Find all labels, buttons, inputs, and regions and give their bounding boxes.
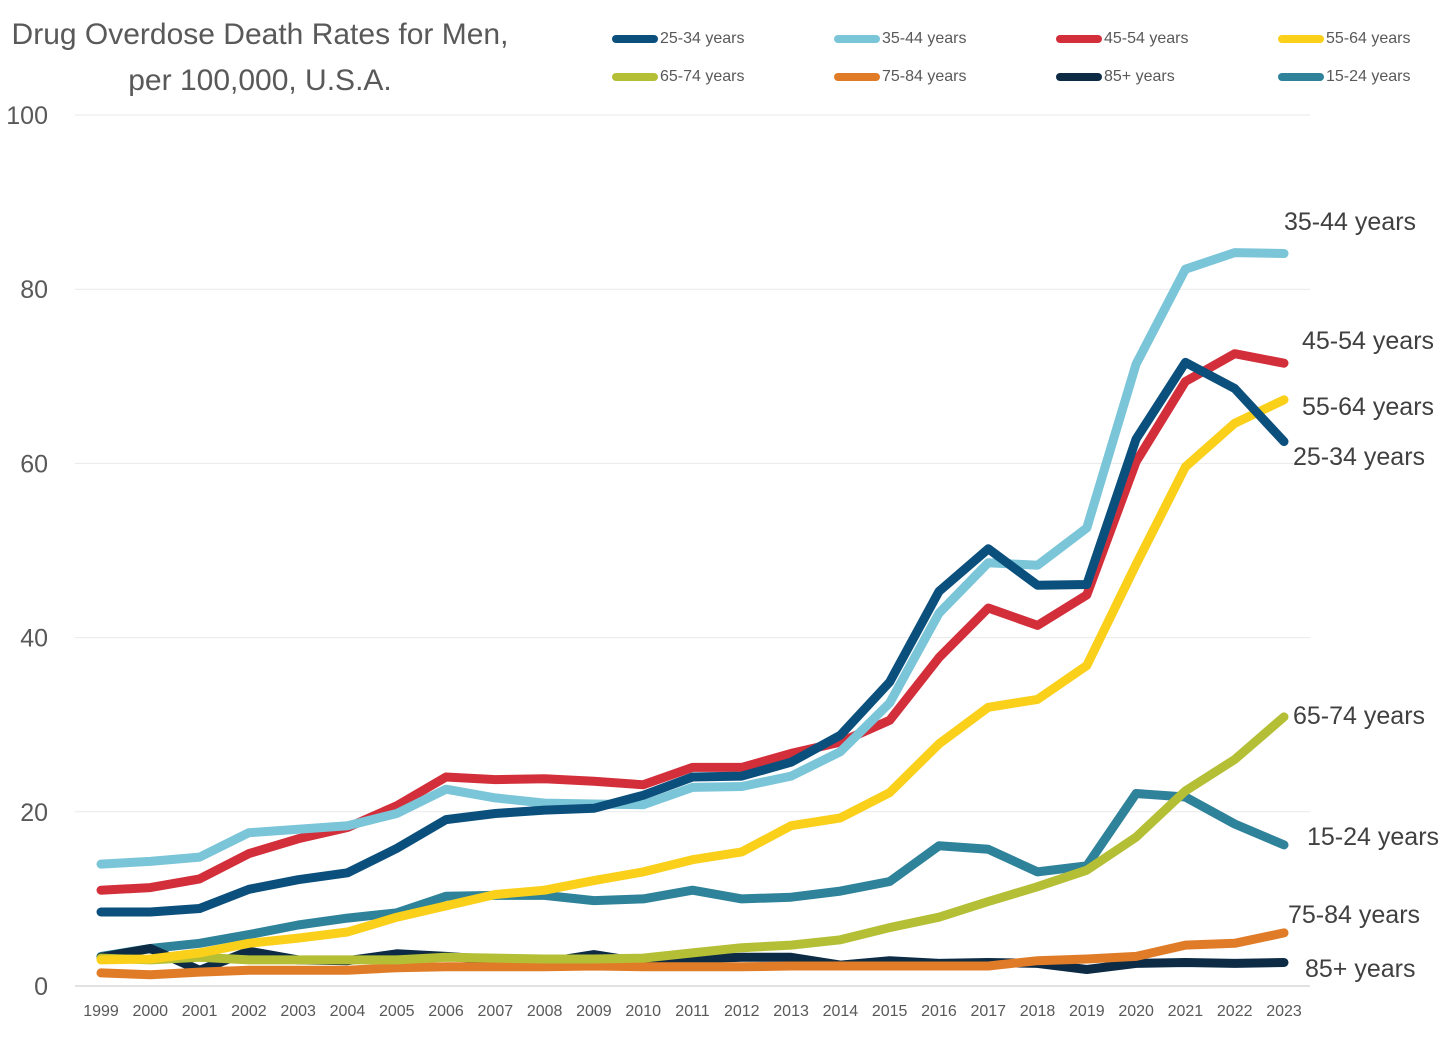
x-tick-label: 2000	[132, 1003, 168, 1020]
x-tick-label: 2020	[1118, 1003, 1154, 1020]
legend-item-25-34: 25-34 years	[612, 26, 745, 52]
x-tick-label: 2016	[921, 1003, 957, 1020]
series-line-35-44-years	[96, 248, 1289, 869]
legend-label: 55-64 years	[1326, 30, 1411, 47]
x-tick-label: 2018	[1020, 1003, 1056, 1020]
legend-swatch	[1278, 73, 1324, 81]
legend-swatch	[834, 35, 880, 43]
legend-label: 65-74 years	[660, 68, 745, 85]
legend-item-65-74: 65-74 years	[612, 64, 745, 90]
legend-swatch	[612, 35, 658, 43]
legend-item-35-44: 35-44 years	[834, 26, 967, 52]
x-tick-label: 2004	[330, 1003, 366, 1020]
legend-label: 75-84 years	[882, 68, 967, 85]
y-tick-label: 100	[6, 102, 48, 130]
series-line-65-74-years	[96, 712, 1289, 965]
y-tick-label: 0	[34, 973, 48, 1001]
series-line-75-84-years	[96, 928, 1289, 980]
x-tick-label: 2007	[478, 1003, 514, 1020]
x-tick-label: 2010	[625, 1003, 661, 1020]
x-tick-label: 2012	[724, 1003, 760, 1020]
series-end-label: 35-44 years	[1284, 208, 1416, 236]
y-tick-label: 20	[20, 799, 48, 827]
series-end-label: 55-64 years	[1302, 393, 1434, 421]
legend-item-45-54: 45-54 years	[1056, 26, 1189, 52]
x-tick-label: 2001	[182, 1003, 218, 1020]
y-tick-label: 80	[20, 276, 48, 304]
series-line-15-24-years	[96, 789, 1289, 961]
series-end-label: 45-54 years	[1302, 327, 1434, 355]
y-tick-label: 40	[20, 625, 48, 653]
series-line-25-34-years	[96, 357, 1289, 917]
x-tick-label: 2015	[872, 1003, 908, 1020]
chart-title: Drug Overdose Death Rates for Men, per 1…	[0, 12, 520, 104]
series-end-label: 15-24 years	[1307, 823, 1439, 851]
legend-label: 25-34 years	[660, 30, 745, 47]
legend-swatch	[612, 73, 658, 81]
legend-item-55-64: 55-64 years	[1278, 26, 1411, 52]
legend-swatch	[1056, 73, 1102, 81]
series-end-label: 25-34 years	[1293, 443, 1425, 471]
x-tick-label: 2017	[970, 1003, 1006, 1020]
chart-title-line-2: per 100,000, U.S.A.	[128, 64, 392, 97]
legend-label: 15-24 years	[1326, 68, 1411, 85]
legend-swatch	[834, 73, 880, 81]
x-tick-label: 2023	[1266, 1003, 1302, 1020]
x-tick-label: 2021	[1168, 1003, 1204, 1020]
x-tick-label: 2014	[823, 1003, 859, 1020]
legend-item-15-24: 15-24 years	[1278, 64, 1411, 90]
legend-item-75-84: 75-84 years	[834, 64, 967, 90]
series-line-55-64-years	[96, 395, 1289, 965]
series-end-label: 85+ years	[1305, 955, 1416, 983]
x-tick-label: 2008	[527, 1003, 563, 1020]
x-tick-label: 2005	[379, 1003, 415, 1020]
x-tick-label: 2009	[576, 1003, 612, 1020]
x-tick-label: 2003	[280, 1003, 316, 1020]
series-end-label: 65-74 years	[1293, 702, 1425, 730]
x-tick-label: 2022	[1217, 1003, 1253, 1020]
y-tick-label: 60	[20, 450, 48, 478]
x-tick-label: 1999	[83, 1003, 119, 1020]
x-tick-label: 2013	[773, 1003, 809, 1020]
series-end-label: 75-84 years	[1288, 901, 1420, 929]
series-line-45-54-years	[96, 349, 1289, 895]
legend-item-85-plus: 85+ years	[1056, 64, 1175, 90]
chart-title-line-1: Drug Overdose Death Rates for Men,	[11, 18, 509, 51]
legend-label: 35-44 years	[882, 30, 967, 47]
legend-label: 45-54 years	[1104, 30, 1189, 47]
legend-swatch	[1278, 35, 1324, 43]
legend-swatch	[1056, 35, 1102, 43]
legend-label: 85+ years	[1104, 68, 1175, 85]
x-tick-label: 2006	[428, 1003, 464, 1020]
x-tick-label: 2002	[231, 1003, 267, 1020]
x-tick-label: 2019	[1069, 1003, 1105, 1020]
x-tick-label: 2011	[675, 1003, 710, 1020]
